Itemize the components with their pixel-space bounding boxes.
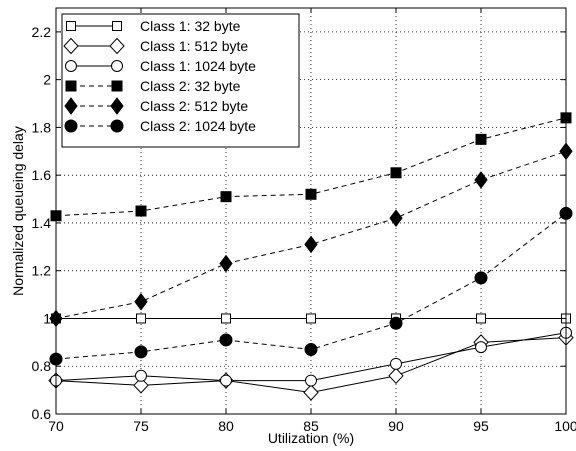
data-point-series-5: [474, 171, 488, 189]
data-point-series-4: [390, 167, 402, 179]
data-point-series-5: [389, 209, 403, 227]
legend-marker: [64, 119, 78, 133]
data-point-series-2: [133, 377, 149, 394]
legend-label: Class 1: 32 byte: [140, 18, 241, 34]
data-point-series-6: [219, 333, 233, 347]
legend-box: [61, 13, 300, 148]
y-tick-label: 1.4: [32, 215, 52, 231]
x-tick-label: 90: [388, 418, 404, 434]
data-point-series-6: [304, 343, 318, 357]
x-tick-label: 75: [133, 418, 149, 434]
data-point-series-5: [219, 254, 233, 273]
y-tick-label: 1.2: [32, 263, 52, 279]
legend-marker: [63, 37, 79, 55]
data-point-series-3: [135, 369, 147, 382]
ticks: [55, 8, 567, 415]
legend-marker: [66, 21, 76, 31]
legend-marker: [65, 60, 77, 72]
data-point-series-6: [474, 271, 488, 285]
data-point-series-4: [305, 188, 317, 200]
data-point-series-4: [475, 133, 487, 145]
x-tick-label: 95: [473, 418, 489, 434]
data-point-series-4: [220, 191, 232, 203]
y-tick-label: 2.2: [32, 24, 52, 40]
y-tick-label: 2: [43, 72, 51, 88]
data-point-series-3: [305, 374, 317, 387]
legend-label: Class 2: 32 byte: [140, 78, 241, 94]
data-point-series-5: [134, 292, 148, 311]
y-tick-label: 0.6: [32, 406, 52, 422]
legend-marker: [112, 21, 122, 31]
y-axis-label: Normalized queueing delay: [10, 126, 26, 296]
legend-marker: [111, 60, 123, 72]
legend-label: Class 1: 512 byte: [140, 38, 248, 54]
data-point-series-3: [390, 357, 402, 370]
legend-marker: [64, 97, 78, 115]
tick-labels: 70 75 80 85 90 95 100 0.6 0.8 1 1.2 1.4 1.6 1.8 2 2.2: [32, 24, 576, 434]
x-tick-label: 70: [48, 418, 64, 434]
legend-marker: [109, 37, 125, 55]
data-point-series-4: [135, 205, 147, 217]
y-tick-label: 1.8: [32, 119, 52, 135]
data-point-series-1: [476, 313, 486, 324]
y-tick-label: 1: [43, 310, 51, 326]
x-tick-label: 100: [554, 418, 576, 434]
x-tick-label: 80: [218, 418, 234, 434]
legend-marker: [111, 80, 123, 92]
data-point-series-3: [220, 374, 232, 387]
data-point-series-5: [304, 235, 318, 254]
data-point-series-6: [389, 316, 403, 330]
y-tick-label: 0.8: [32, 358, 52, 374]
x-axis-label: Utilization (%): [268, 430, 354, 446]
legend-marker: [110, 97, 124, 115]
data-point-series-1: [306, 313, 316, 324]
data-point-series-1: [136, 313, 146, 324]
data-point-series-2: [303, 384, 319, 401]
x-tick-label: 85: [303, 418, 319, 434]
data-point-series-2: [388, 367, 404, 385]
data-point-series-1: [221, 313, 231, 324]
legend-label: Class 2: 1024 byte: [140, 118, 256, 134]
legend-label: Class 2: 512 byte: [140, 98, 248, 114]
y-tick-label: 1.6: [32, 167, 52, 183]
data-point-series-3: [475, 341, 487, 354]
legend-label: Class 1: 1024 byte: [140, 58, 256, 74]
legend: Class 1: 32 byte Class 1: 512 byte Class 1…: [61, 13, 300, 148]
legend-marker: [65, 80, 77, 92]
data-point-series-6: [134, 345, 148, 359]
legend-marker: [110, 119, 124, 133]
